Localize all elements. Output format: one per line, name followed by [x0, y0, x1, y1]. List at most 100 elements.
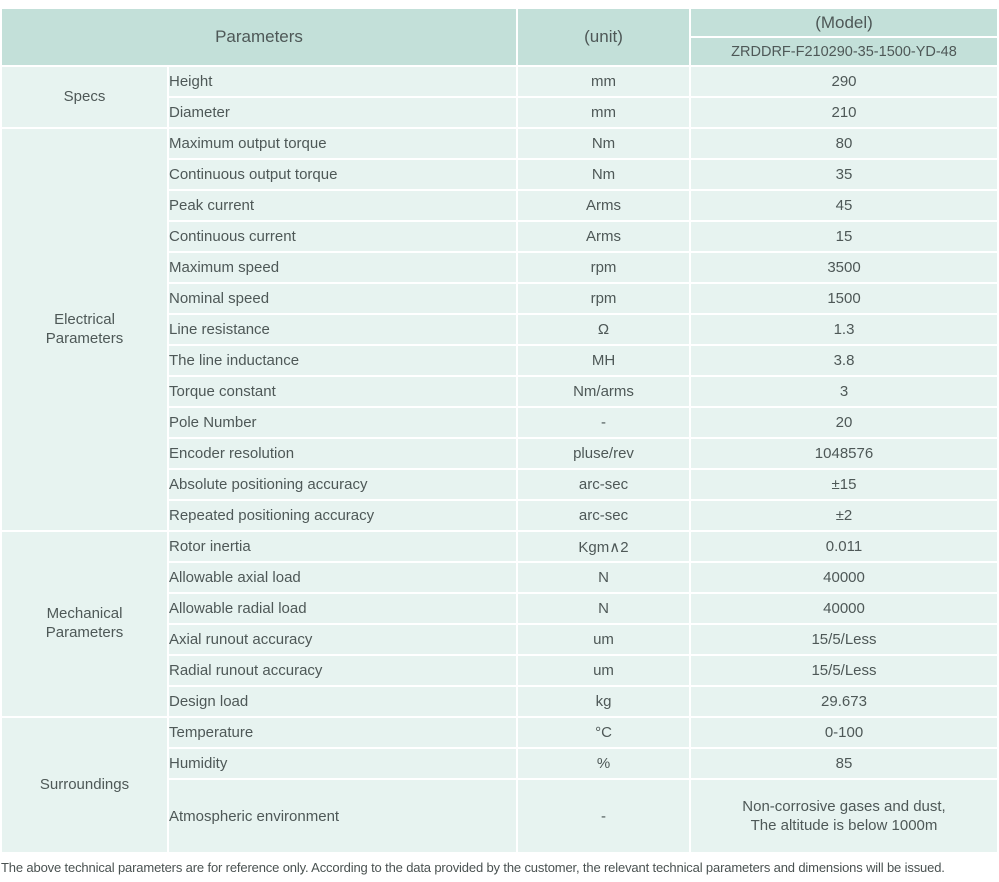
group-label-line1: Mechanical [46, 605, 123, 623]
unit-cell: Nm [518, 129, 689, 158]
unit-cell: pluse/rev [518, 439, 689, 468]
group-label-line2: Parameters [45, 624, 124, 641]
table-row: Nominal speed rpm 1500 [2, 284, 997, 313]
unit-cell: arc-sec [518, 470, 689, 499]
param-cell: Radial runout accuracy [169, 656, 516, 685]
param-cell: Humidity [169, 749, 516, 778]
table-row: Maximum speed rpm 3500 [2, 253, 997, 282]
table-row: Radial runout accuracy um 15/5/Less [2, 656, 997, 685]
unit-cell: Nm [518, 160, 689, 189]
table-row: Line resistance Ω 1.3 [2, 315, 997, 344]
group-label-line1: Specs [63, 87, 106, 105]
param-cell: Rotor inertia [169, 532, 516, 561]
value-cell: 29.673 [691, 687, 997, 716]
value-cell: 45 [691, 191, 997, 220]
value-cell: 35 [691, 160, 997, 189]
group-label-line1: Electrical [54, 310, 115, 328]
param-cell: Continuous output torque [169, 160, 516, 189]
unit-cell: N [518, 563, 689, 592]
param-cell: Absolute positioning accuracy [169, 470, 516, 499]
param-cell: Repeated positioning accuracy [169, 501, 516, 530]
param-cell: Allowable axial load [169, 563, 516, 592]
value-cell: 85 [691, 749, 997, 778]
table-row: Atmospheric environment - Non-corrosive … [2, 780, 997, 852]
param-cell: Axial runout accuracy [169, 625, 516, 654]
unit-cell: Ω [518, 315, 689, 344]
param-cell: Maximum speed [169, 253, 516, 282]
group-label-electrical: Electrical Parameters [2, 129, 167, 530]
unit-cell: Arms [518, 222, 689, 251]
value-cell: 0.011 [691, 532, 997, 561]
table-row: Humidity % 85 [2, 749, 997, 778]
unit-cell: MH [518, 346, 689, 375]
footer-note: The above technical parameters are for r… [1, 860, 945, 875]
param-cell: The line inductance [169, 346, 516, 375]
value-cell: 80 [691, 129, 997, 158]
value-line2: The altitude is below 1000m [750, 817, 938, 834]
table-row: Continuous output torque Nm 35 [2, 160, 997, 189]
group-label-line1: Surroundings [39, 775, 130, 793]
table-row: Torque constant Nm/arms 3 [2, 377, 997, 406]
header-row-2: ZRDDRF-F210290-35-1500-YD-48 [2, 38, 997, 65]
param-cell: Torque constant [169, 377, 516, 406]
value-cell: 40000 [691, 594, 997, 623]
unit-cell: Nm/arms [518, 377, 689, 406]
value-cell: 1500 [691, 284, 997, 313]
group-label-mechanical: Mechanical Parameters [2, 532, 167, 716]
table-row: Electrical Parameters Maximum output tor… [2, 129, 997, 530]
header-parameters: Parameters [2, 9, 516, 65]
unit-cell: rpm [518, 284, 689, 313]
table-row: Specs Height mm 290 [2, 67, 997, 127]
unit-cell: °C [518, 718, 689, 747]
value-cell: Non-corrosive gases and dust, The altitu… [691, 780, 997, 852]
unit-cell: mm [518, 67, 689, 96]
table-row: Axial runout accuracy um 15/5/Less [2, 625, 997, 654]
unit-cell: um [518, 625, 689, 654]
unit-cell: rpm [518, 253, 689, 282]
value-cell: ±15 [691, 470, 997, 499]
unit-cell: um [518, 656, 689, 685]
param-cell: Nominal speed [169, 284, 516, 313]
unit-cell: % [518, 749, 689, 778]
group-label-line2: Parameters [45, 329, 124, 347]
value-cell: 3500 [691, 253, 997, 282]
table-row: Continuous current Arms 15 [2, 222, 997, 251]
table-row: Allowable radial load N 40000 [2, 594, 997, 623]
header-model-number: ZRDDRF-F210290-35-1500-YD-48 [691, 38, 997, 65]
param-cell: Encoder resolution [169, 439, 516, 468]
unit-cell: - [518, 408, 689, 437]
value-cell: 40000 [691, 563, 997, 592]
param-cell: Temperature [169, 718, 516, 747]
value-cell: 15/5/Less [691, 656, 997, 685]
value-line1: Non-corrosive gases and dust, [742, 797, 946, 815]
table-row: The line inductance MH 3.8 [2, 346, 997, 375]
table-row: Peak current Arms 45 [2, 191, 997, 220]
param-cell: Design load [169, 687, 516, 716]
param-cell: Diameter [169, 98, 516, 127]
header-row-1: Parameters (unit) (Model) [2, 9, 997, 65]
value-cell: 290 [691, 67, 997, 96]
value-cell: 20 [691, 408, 997, 437]
unit-cell: mm [518, 98, 689, 127]
value-cell: 3.8 [691, 346, 997, 375]
unit-cell: arc-sec [518, 501, 689, 530]
value-cell: 15/5/Less [691, 625, 997, 654]
param-cell: Peak current [169, 191, 516, 220]
unit-cell: N [518, 594, 689, 623]
value-cell: 1.3 [691, 315, 997, 344]
unit-cell: Kgm∧2 [518, 532, 689, 561]
table-row: Diameter mm 210 [2, 98, 997, 127]
param-cell: Atmospheric environment [169, 780, 516, 852]
param-cell: Line resistance [169, 315, 516, 344]
group-label-surroundings: Surroundings [2, 718, 167, 852]
value-cell: 210 [691, 98, 997, 127]
param-cell: Maximum output torque [169, 129, 516, 158]
table-row: Design load kg 29.673 [2, 687, 997, 716]
param-cell: Height [169, 67, 516, 96]
param-cell: Continuous current [169, 222, 516, 251]
table-row: Allowable axial load N 40000 [2, 563, 997, 592]
spec-table: Parameters (unit) (Model) ZRDDRF-F210290… [2, 9, 997, 852]
header-model: (Model) [691, 9, 997, 36]
table-row: Mechanical Parameters Rotor inertia Kgm∧… [2, 532, 997, 716]
table-row: Encoder resolution pluse/rev 1048576 [2, 439, 997, 468]
